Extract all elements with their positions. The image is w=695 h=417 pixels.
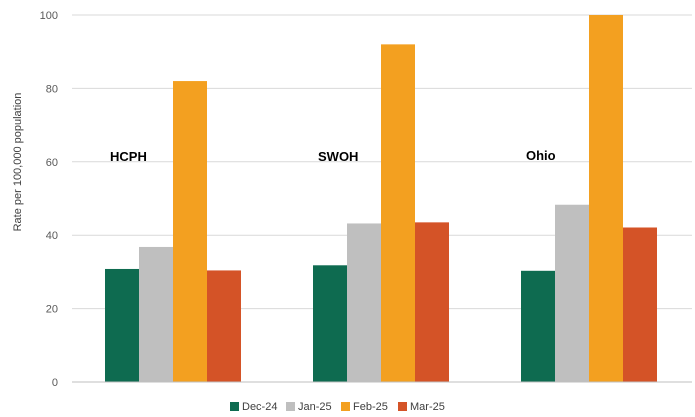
- bar-dec-24-swoh: [313, 265, 347, 382]
- bar-dec-24-hcph: [105, 268, 139, 382]
- legend: Dec-24 Jan-25 Feb-25 Mar-25: [230, 401, 445, 413]
- legend-swatch-feb-25: [341, 402, 350, 411]
- bar-dec-24-ohio: [521, 270, 555, 382]
- legend-swatch-jan-25: [286, 402, 295, 411]
- y-tick-label: 60: [46, 157, 58, 169]
- bar-jan-25-swoh: [347, 223, 381, 382]
- y-axis-title: Rate per 100,000 population: [12, 93, 24, 232]
- bar-feb-25-hcph: [173, 81, 207, 382]
- bar-mar-25-ohio: [623, 227, 657, 382]
- y-tick-label: 80: [46, 83, 58, 95]
- y-tick-label: 40: [46, 230, 58, 242]
- y-tick-label: 0: [52, 377, 58, 389]
- y-axis-ticks: 0 20 40 60 80 100: [40, 10, 58, 389]
- group-label-hcph: HCPH: [110, 149, 147, 164]
- y-tick-label: 100: [40, 10, 58, 22]
- legend-label-jan-25: Jan-25: [298, 401, 332, 413]
- legend-swatch-mar-25: [398, 402, 407, 411]
- y-tick-label: 20: [46, 304, 58, 316]
- bar-jan-25-ohio: [555, 204, 589, 382]
- group-label-ohio: Ohio: [526, 148, 556, 163]
- bar-mar-25-hcph: [207, 270, 241, 382]
- bar-jan-25-hcph: [139, 246, 173, 382]
- legend-label-feb-25: Feb-25: [353, 401, 388, 413]
- bar-feb-25-swoh: [381, 44, 415, 383]
- legend-label-mar-25: Mar-25: [410, 401, 445, 413]
- legend-label-dec-24: Dec-24: [242, 401, 277, 413]
- group-labels: HCPH SWOH Ohio: [110, 148, 556, 164]
- bars: [105, 15, 657, 383]
- bar-mar-25-swoh: [415, 222, 449, 382]
- legend-swatch-dec-24: [230, 402, 239, 411]
- group-label-swoh: SWOH: [318, 149, 358, 164]
- bar-feb-25-ohio: [589, 15, 623, 382]
